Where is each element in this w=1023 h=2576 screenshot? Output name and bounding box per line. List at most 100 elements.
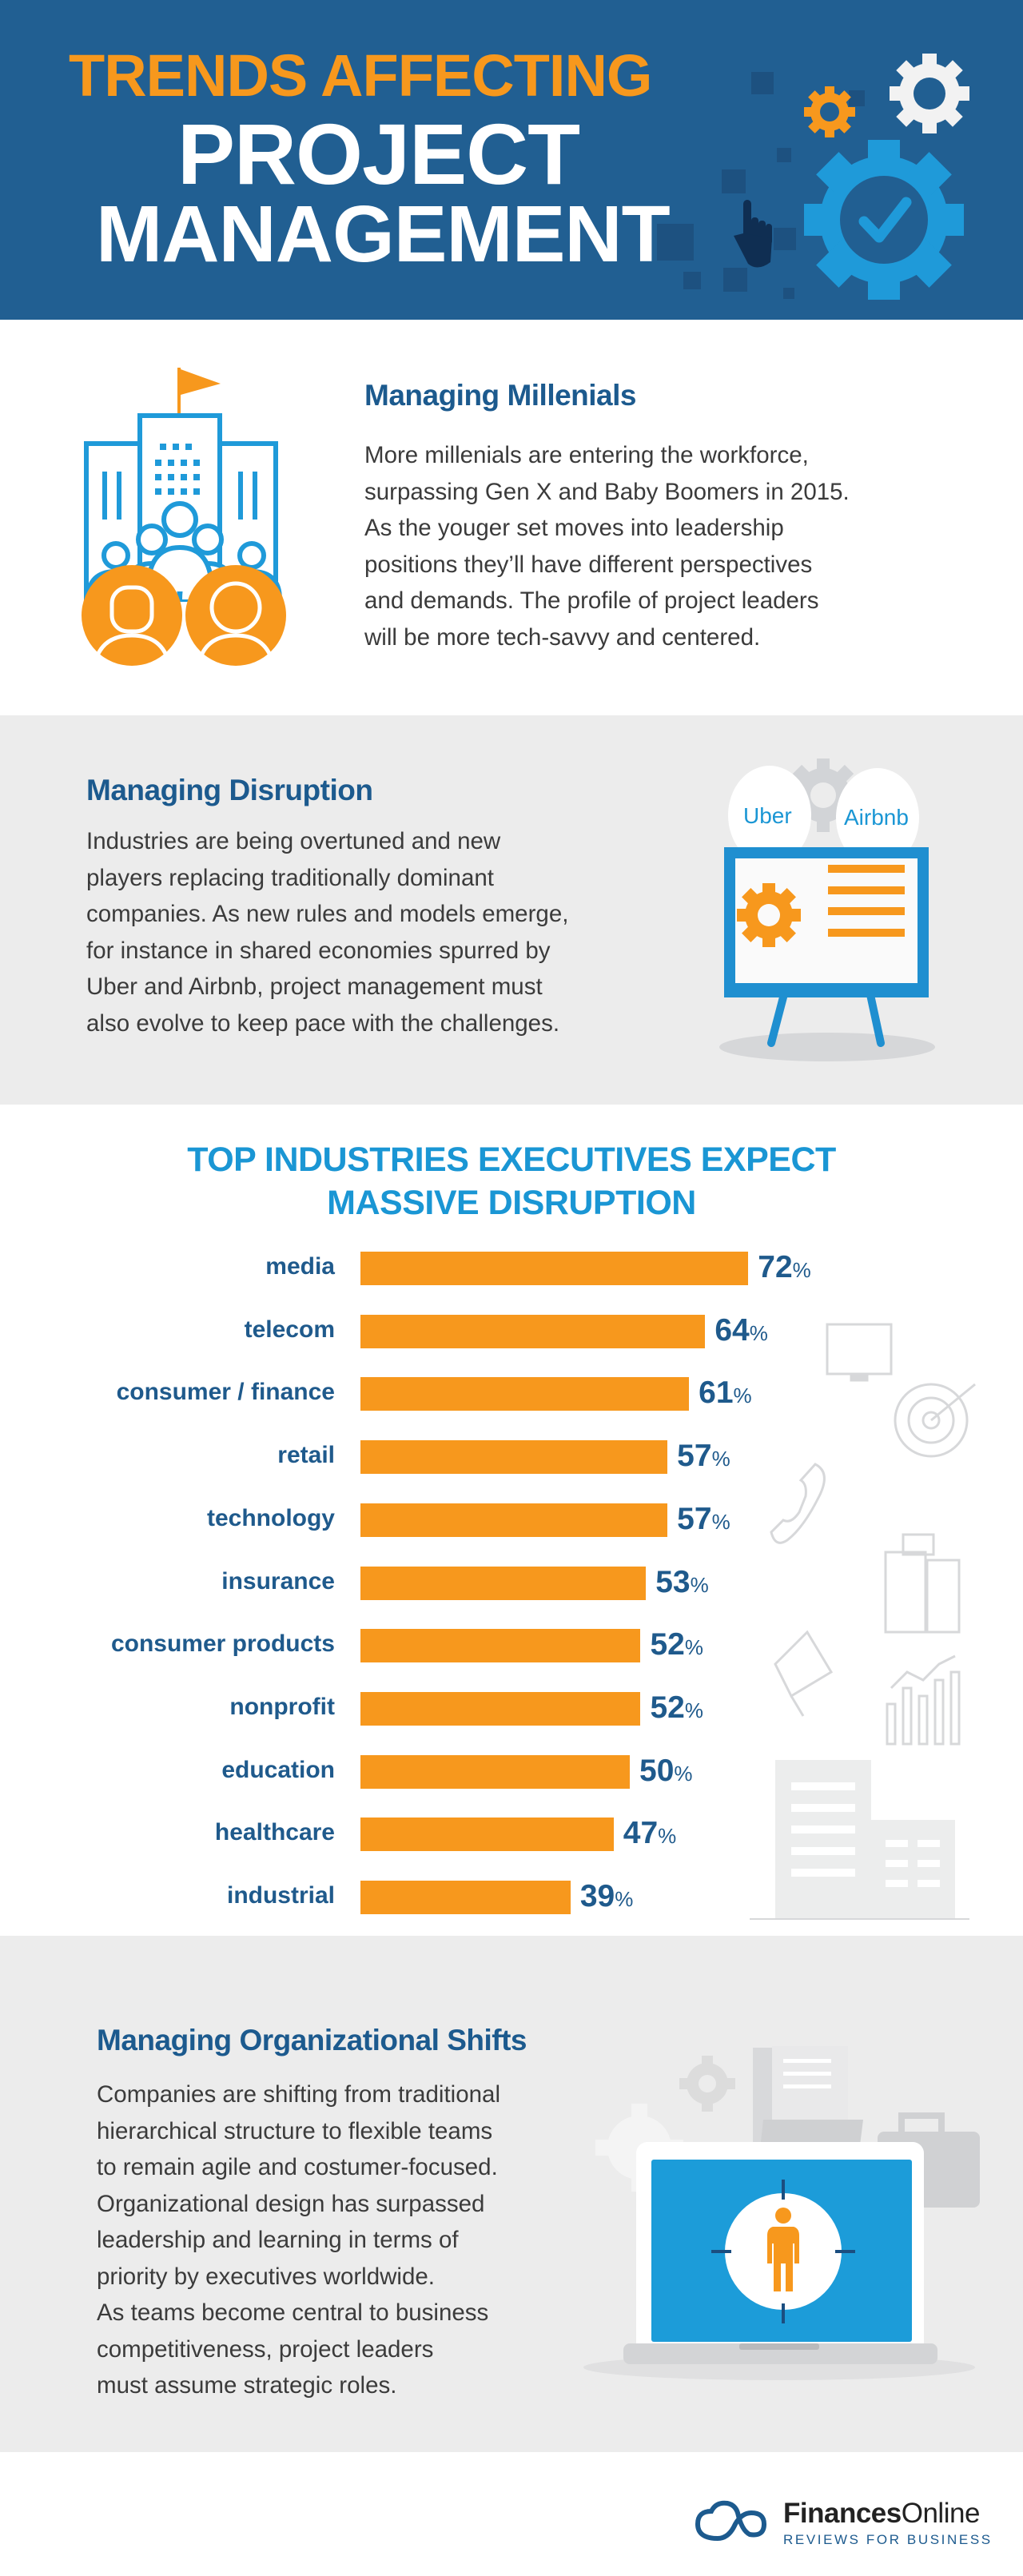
easel-illustration	[719, 758, 935, 1061]
millenials-heading: Managing Millenials	[364, 379, 637, 412]
bar-label: consumer / finance	[116, 1379, 335, 1406]
org-shifts-body: Companies are shifting from traditional …	[97, 2081, 501, 2399]
white-gear-icon	[890, 54, 969, 133]
bar-value-number: 52	[650, 1690, 685, 1725]
bar-label: healthcare	[214, 1819, 335, 1846]
bar-label: media	[265, 1253, 335, 1280]
millenials-body: More millenials are entering the workfor…	[364, 442, 850, 651]
section-organizational-shifts: Managing Organizational Shifts Companies…	[0, 1936, 1023, 2452]
bar-value-number: 61	[699, 1376, 734, 1411]
chart-title-line-1: TOP INDUSTRIES EXECUTIVES EXPECT	[187, 1141, 836, 1179]
bar	[360, 1818, 614, 1852]
list-lines-icon	[828, 865, 905, 937]
gears-illustration	[657, 54, 969, 300]
cloud-logo-icon	[695, 2500, 767, 2542]
bar-value-label: 52%	[650, 1627, 703, 1662]
millenials-city-icon	[82, 368, 286, 666]
phone-icon	[770, 1463, 826, 1544]
young-woman-avatar	[185, 565, 286, 666]
young-man-avatar	[82, 565, 182, 666]
bar-label: nonprofit	[229, 1693, 335, 1720]
bar-value-label: 39%	[580, 1879, 634, 1914]
target-person-icon	[711, 2180, 855, 2323]
bar-label: technology	[206, 1504, 335, 1531]
bar-label: telecom	[244, 1316, 335, 1343]
bar	[360, 1881, 571, 1914]
bar-value-unit: %	[615, 1887, 634, 1911]
section-disruption-chart: TOP INDUSTRIES EXECUTIVES EXPECT MASSIVE…	[0, 1105, 1023, 1936]
flag-icon	[177, 368, 221, 416]
bar-value-number: 39	[579, 1879, 615, 1913]
bar-value-unit: %	[684, 1698, 703, 1722]
title-line-3: MANAGEMENT	[96, 189, 671, 279]
bar-value-label: 72%	[758, 1250, 811, 1285]
bar-value-label: 47%	[623, 1816, 677, 1851]
brand-name: FinancesOnline	[783, 2498, 980, 2530]
calculator-icon	[884, 1533, 961, 1634]
title-line-2: PROJECT	[177, 106, 580, 202]
bar-value-unit: %	[733, 1384, 752, 1408]
orange-gear-icon	[804, 86, 855, 137]
bar-value-unit: %	[711, 1509, 730, 1534]
bar-value-label: 61%	[699, 1376, 752, 1411]
bar-value-unit: %	[684, 1635, 703, 1660]
bar-value-number: 50	[639, 1753, 675, 1788]
bar	[360, 1252, 749, 1285]
bar	[360, 1754, 630, 1789]
bar-value-label: 57%	[677, 1502, 730, 1537]
bar-label: industrial	[226, 1882, 335, 1909]
bar-value-unit: %	[658, 1824, 677, 1849]
hand-cursor-icon	[734, 200, 772, 268]
bar-value-number: 47	[623, 1816, 659, 1851]
title-line-1: TRENDS AFFECTING	[69, 42, 652, 109]
chart-title-line-2: MASSIVE DISRUPTION	[327, 1184, 696, 1222]
bar-value-number: 57	[677, 1439, 712, 1474]
bar	[360, 1691, 641, 1726]
bar-value-unit: %	[690, 1572, 709, 1597]
bar-label: consumer products	[110, 1630, 335, 1658]
bar-label: education	[221, 1756, 335, 1783]
bar-value-number: 64	[715, 1312, 750, 1348]
uber-bubble-label: Uber	[743, 803, 792, 828]
bar	[360, 1503, 668, 1537]
section-managing-millenials: Managing Millenials More millenials are …	[0, 320, 1023, 715]
bar	[360, 1440, 668, 1475]
bar-value-label: 53%	[655, 1565, 709, 1600]
bar-value-unit: %	[749, 1320, 768, 1345]
bar-value-unit: %	[792, 1258, 811, 1282]
brand-tagline: REVIEWS FOR BUSINESS	[783, 2532, 993, 2547]
disruption-body: Industries are being overtuned and new p…	[86, 828, 569, 1037]
megaphone-icon	[774, 1630, 834, 1717]
bar-chart: media 72% telecom 64% consumer / finance 61% r…	[0, 1105, 1023, 1936]
brand-name-bold: Finances	[783, 2498, 902, 2529]
bar-value-number: 57	[677, 1501, 712, 1536]
bar-value-unit: %	[711, 1447, 730, 1471]
bar-value-label: 50%	[639, 1754, 693, 1789]
header-banner: TRENDS AFFECTING PROJECT MANAGEMENT	[0, 0, 1023, 320]
org-shifts-heading: Managing Organizational Shifts	[97, 2024, 527, 2056]
bar-value-number: 72	[758, 1250, 793, 1284]
background-icons	[750, 1323, 976, 1920]
checkmark-icon	[858, 197, 912, 243]
bar	[360, 1314, 706, 1348]
analytics-chart-icon	[886, 1654, 961, 1746]
target-icon	[894, 1383, 976, 1458]
bar-value-label: 64%	[715, 1313, 768, 1348]
bar-value-unit: %	[674, 1761, 693, 1786]
brand-name-light: Online	[901, 2498, 981, 2529]
checkmark-gear-icon	[804, 140, 964, 300]
bar	[360, 1566, 647, 1600]
bar-value-label: 57%	[677, 1439, 730, 1474]
bar-value-number: 53	[655, 1564, 691, 1599]
bar-label: retail	[277, 1442, 335, 1469]
laptop-illustration	[583, 2046, 980, 2380]
monitor-icon	[826, 1323, 893, 1382]
small-gear-icon	[679, 2056, 735, 2112]
bar-label: insurance	[221, 1567, 335, 1595]
bar	[360, 1629, 641, 1663]
section-managing-disruption: Managing Disruption Industries are being…	[0, 715, 1023, 1105]
orange-gear-icon	[737, 883, 801, 947]
bar-value-label: 52%	[650, 1690, 703, 1726]
person-icon	[767, 2208, 799, 2291]
airbnb-bubble-label: Airbnb	[844, 805, 909, 830]
